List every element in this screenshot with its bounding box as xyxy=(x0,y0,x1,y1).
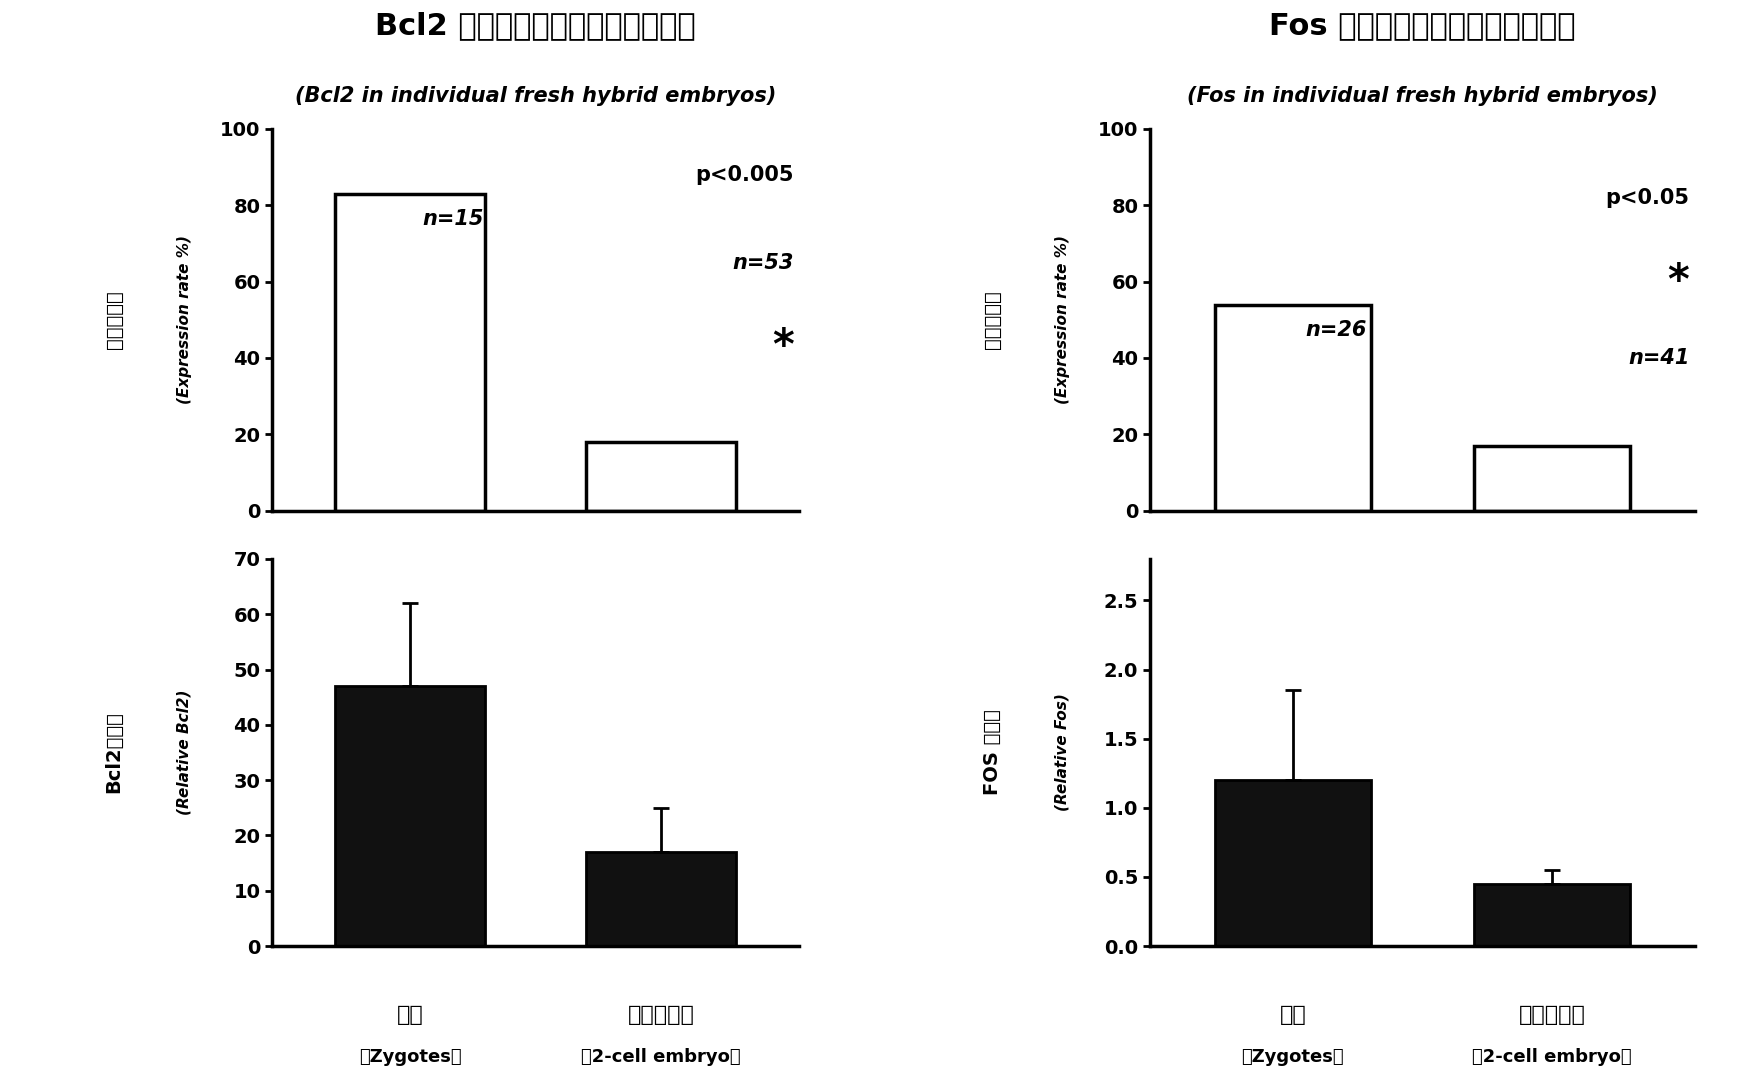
Text: 表达百分率: 表达百分率 xyxy=(983,290,1000,349)
Bar xyxy=(335,194,484,511)
Text: (Relative Fos): (Relative Fos) xyxy=(1055,693,1069,812)
Text: (Expression rate %): (Expression rate %) xyxy=(1055,235,1069,404)
Bar xyxy=(1214,304,1369,511)
Bar xyxy=(1474,884,1629,946)
Text: p<0.05: p<0.05 xyxy=(1604,188,1688,207)
Bar xyxy=(1214,780,1369,946)
Text: n=26: n=26 xyxy=(1306,320,1367,340)
Text: 合子: 合子 xyxy=(1279,1005,1306,1026)
Bar xyxy=(586,852,735,946)
Text: *: * xyxy=(772,326,793,368)
Text: 二细胞胚胎: 二细胞胚胎 xyxy=(627,1005,693,1026)
Text: n=41: n=41 xyxy=(1627,348,1688,368)
Text: (Bcl2 in individual fresh hybrid embryos): (Bcl2 in individual fresh hybrid embryos… xyxy=(295,86,776,106)
Text: (Relative Bcl2): (Relative Bcl2) xyxy=(177,690,191,815)
Bar xyxy=(1474,446,1629,511)
Text: n=15: n=15 xyxy=(423,210,484,229)
Text: 二细胞胚胎: 二细胞胚胎 xyxy=(1518,1005,1585,1026)
Text: n=53: n=53 xyxy=(732,253,793,273)
Text: FOS 相对量: FOS 相对量 xyxy=(983,710,1000,796)
Text: （2-cell embryo）: （2-cell embryo） xyxy=(1471,1048,1630,1066)
Text: （2-cell embryo）: （2-cell embryo） xyxy=(581,1048,741,1066)
Text: (Fos in individual fresh hybrid embryos): (Fos in individual fresh hybrid embryos) xyxy=(1186,86,1657,106)
Bar xyxy=(335,686,484,946)
Text: 合子: 合子 xyxy=(397,1005,423,1026)
Text: Bcl2 在单个混种体内胚胎中的表达: Bcl2 在单个混种体内胚胎中的表达 xyxy=(376,11,695,40)
Text: Bcl2相对量: Bcl2相对量 xyxy=(105,712,123,793)
Text: （Zygotes）: （Zygotes） xyxy=(358,1048,462,1066)
Text: p<0.005: p<0.005 xyxy=(695,164,793,185)
Text: (Expression rate %): (Expression rate %) xyxy=(177,235,191,404)
Text: （Zygotes）: （Zygotes） xyxy=(1241,1048,1343,1066)
Text: *: * xyxy=(1667,260,1688,303)
Text: 表达百分率: 表达百分率 xyxy=(105,290,123,349)
Bar xyxy=(586,442,735,511)
Text: Fos 在单个混种体内胚胎中的表达: Fos 在单个混种体内胚胎中的表达 xyxy=(1269,11,1574,40)
